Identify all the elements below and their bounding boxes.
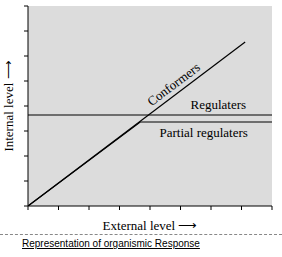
svg-text:Regulaters: Regulaters [191,97,247,112]
html-text:Representation of organismic R: Representation of organismic Response [22,238,200,249]
svg-text:Conformers: Conformers [144,59,203,109]
svg-text:Internal level ⟶: Internal level ⟶ [8,60,16,151]
svg-text:Partial regulaters: Partial regulaters [159,125,247,140]
svg-text:External level ⟶: External level ⟶ [103,218,198,232]
